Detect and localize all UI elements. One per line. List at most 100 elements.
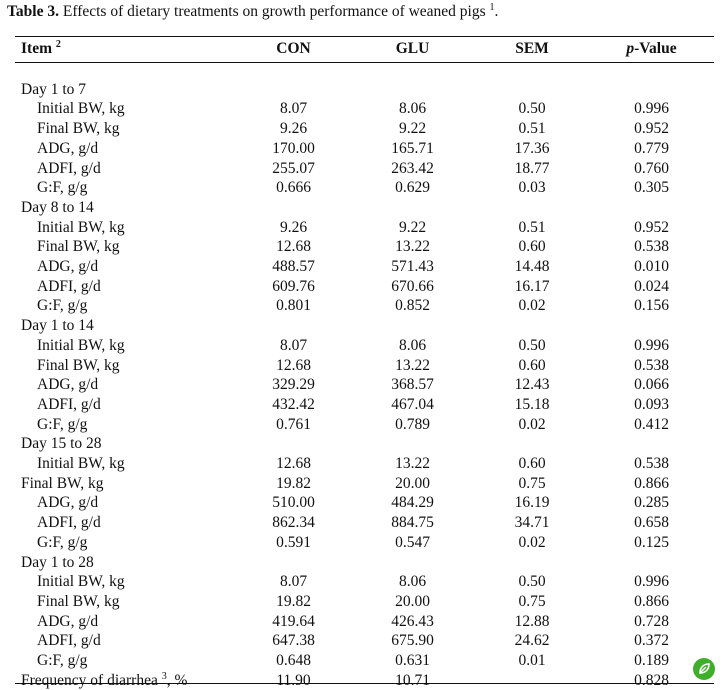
cell-con: 12.68 xyxy=(276,356,311,374)
cell-sem: 0.60 xyxy=(518,356,546,374)
cell-sem: 0.75 xyxy=(518,592,546,610)
cell-sem: 15.18 xyxy=(514,395,550,413)
cell-glu: 0.631 xyxy=(395,652,430,670)
cell-p: 0.093 xyxy=(634,395,669,413)
cell-glu: 8.06 xyxy=(398,100,427,118)
cell-p: 0.024 xyxy=(634,277,669,295)
cell-sem: 0.75 xyxy=(518,474,546,492)
cell-con: 12.68 xyxy=(276,238,311,256)
cell-con: 8.07 xyxy=(279,336,308,354)
cell-glu: 20.00 xyxy=(395,474,430,492)
cell-p: 0.866 xyxy=(634,474,669,492)
table-row: ADFI, g/d 609.76 670.66 16.17 0.024 xyxy=(15,277,714,297)
cell-glu xyxy=(350,80,475,100)
cell-p: 0.996 xyxy=(634,336,669,354)
table-row: Initial BW, kg 9.26 9.22 0.51 0.952 xyxy=(15,218,714,238)
cell-glu: 0.547 xyxy=(395,533,430,551)
cell-glu: 571.43 xyxy=(391,258,434,276)
cell-p: 0.372 xyxy=(634,632,669,650)
table-caption-label: Table 3. xyxy=(7,3,59,20)
cell-con: 0.648 xyxy=(276,652,311,670)
cell-sem: 0.02 xyxy=(518,533,546,551)
cell-con: 12.68 xyxy=(276,455,311,473)
row-label: Final BW, kg xyxy=(37,356,120,374)
cell-sem xyxy=(475,553,589,573)
cell-con: 11.90 xyxy=(276,671,311,689)
row-label: ADFI, g/d xyxy=(37,159,101,177)
cell-sem: 18.77 xyxy=(514,159,550,177)
row-label: Final BW, kg xyxy=(37,592,120,610)
cell-p: 0.538 xyxy=(634,455,669,473)
cell-glu: 10.71 xyxy=(395,671,430,689)
row-label: G:F, g/g xyxy=(37,652,88,670)
table-row: Day 1 to 14 xyxy=(15,316,714,336)
cell-p xyxy=(589,80,714,100)
cell-con: 329.29 xyxy=(272,376,315,394)
bottom-rule xyxy=(15,683,714,684)
growth-performance-table: Item 2 CON GLU SEM p-Value Day 1 to 7 Ini… xyxy=(15,38,714,690)
row-label: G:F, g/g xyxy=(37,297,88,315)
cell-con: 8.07 xyxy=(279,573,308,591)
cell-sem: 0.51 xyxy=(518,218,546,236)
row-label: ADG, g/d xyxy=(37,258,99,276)
cell-sem: 14.48 xyxy=(514,258,550,276)
row-label: ADG, g/d xyxy=(37,139,99,157)
cell-glu: 0.852 xyxy=(395,297,430,315)
cell-glu: 13.22 xyxy=(395,356,430,374)
table-row: ADG, g/d 170.00 165.71 17.36 0.779 xyxy=(15,139,714,159)
cell-p: 0.779 xyxy=(634,139,669,157)
table-row: Day 1 to 7 xyxy=(15,80,714,100)
row-label: G:F, g/g xyxy=(37,415,88,433)
section-label: Day 1 to 7 xyxy=(21,80,87,98)
column-header-p-value: p-Value xyxy=(626,40,677,57)
cell-glu: 0.789 xyxy=(395,415,430,433)
cell-glu: 0.629 xyxy=(395,179,430,197)
cell-con: 170.00 xyxy=(272,139,315,157)
table-row: Final BW, kg 12.68 13.22 0.60 0.538 xyxy=(15,237,714,257)
row-label: ADFI, g/d xyxy=(37,395,101,413)
section-label: Day 15 to 28 xyxy=(21,435,102,453)
cell-glu: 467.04 xyxy=(391,395,434,413)
cell-con: 488.57 xyxy=(272,258,315,276)
cell-con: 0.591 xyxy=(276,533,311,551)
cell-glu: 20.00 xyxy=(395,592,430,610)
cell-con: 19.82 xyxy=(276,592,311,610)
cell-con: 647.38 xyxy=(272,632,315,650)
cell-glu xyxy=(350,316,475,336)
cell-sem xyxy=(475,434,589,454)
cell-p: 0.952 xyxy=(634,120,669,138)
cell-sem: 17.36 xyxy=(514,139,550,157)
cell-sem: 0.02 xyxy=(518,415,546,433)
row-label: ADG, g/d xyxy=(37,494,99,512)
table-row: ADFI, g/d 647.38 675.90 24.62 0.372 xyxy=(15,631,714,651)
cell-sem: 0.60 xyxy=(518,455,546,473)
cell-p xyxy=(589,198,714,218)
row-label: ADG, g/d xyxy=(37,376,99,394)
cell-glu: 8.06 xyxy=(398,573,427,591)
table-row: Final BW, kg 19.82 20.00 0.75 0.866 xyxy=(15,592,714,612)
row-label: Initial BW, kg xyxy=(37,336,125,354)
cell-con: 419.64 xyxy=(272,612,315,630)
column-header-sem: SEM xyxy=(515,40,549,57)
cell-glu: 9.22 xyxy=(398,120,427,138)
cell-sem: 16.19 xyxy=(514,494,550,512)
cell-con: 862.34 xyxy=(272,514,315,532)
cell-glu xyxy=(350,553,475,573)
row-label: Final BW, kg xyxy=(37,120,120,138)
table-row: Final BW, kg 9.26 9.22 0.51 0.952 xyxy=(15,119,714,139)
cell-p: 0.952 xyxy=(634,218,669,236)
cell-con: 9.26 xyxy=(279,120,308,138)
row-label: Initial BW, kg xyxy=(37,100,125,118)
row-label: G:F, g/g xyxy=(37,533,88,551)
cell-p xyxy=(589,434,714,454)
column-header-glu: GLU xyxy=(395,40,430,57)
cell-con: 255.07 xyxy=(272,159,315,177)
row-label: Final BW, kg xyxy=(37,238,120,256)
top-rule xyxy=(15,36,714,37)
cell-p: 0.828 xyxy=(634,671,669,689)
cell-sem: 24.62 xyxy=(514,632,550,650)
cell-glu: 670.66 xyxy=(391,277,434,295)
cell-glu: 9.22 xyxy=(398,218,427,236)
table-row: ADFI, g/d 862.34 884.75 34.71 0.658 xyxy=(15,513,714,533)
cell-glu: 675.90 xyxy=(391,632,434,650)
